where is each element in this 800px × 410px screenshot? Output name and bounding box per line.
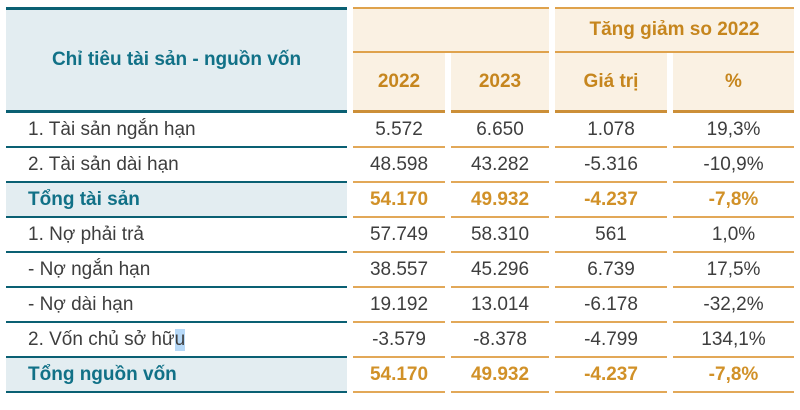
cell-change-value: 6.739 — [555, 253, 667, 288]
cell-2022: 57.749 — [353, 218, 445, 253]
cell-change-percent: 17,5% — [673, 253, 794, 288]
column-header-change-percent: % — [673, 53, 794, 113]
column-header-change-value: Giá trị — [555, 53, 667, 113]
cell-2023: 45.296 — [451, 253, 549, 288]
table-header-label-column: Chỉ tiêu tài sản - nguồn vốn — [6, 7, 347, 113]
cell-change-percent: 134,1% — [673, 323, 794, 358]
cell-2023: 58.310 — [451, 218, 549, 253]
row-label-short-term-debt: - Nợ ngắn hạn — [6, 253, 347, 288]
cell-2023: 49.932 — [451, 183, 549, 218]
row-label-text: 2. Vốn chủ sở hữ — [28, 328, 175, 350]
cell-change-value: 561 — [555, 218, 667, 253]
text-selection-highlight: u — [174, 328, 186, 351]
balance-sheet-table: Chỉ tiêu tài sản - nguồn vốn Tăng giảm s… — [6, 7, 800, 393]
cell-change-value: -5.316 — [555, 148, 667, 183]
cell-2023: 43.282 — [451, 148, 549, 183]
cell-change-value: -6.178 — [555, 288, 667, 323]
row-label-total-assets: Tổng tài sản — [6, 183, 347, 218]
header-spacer — [353, 7, 549, 53]
row-label-total-capital: Tổng nguồn vốn — [6, 358, 347, 393]
cell-change-percent: -32,2% — [673, 288, 794, 323]
row-label-owner-equity: 2. Vốn chủ sở hữ u — [6, 323, 347, 358]
cell-2022: 48.598 — [353, 148, 445, 183]
row-label-long-term-debt: - Nợ dài hạn — [6, 288, 347, 323]
cell-2022: 54.170 — [353, 358, 445, 393]
cell-2023: 6.650 — [451, 113, 549, 148]
cell-change-value: -4.237 — [555, 358, 667, 393]
column-header-2023: 2023 — [451, 53, 549, 113]
cell-2022: 38.557 — [353, 253, 445, 288]
cell-2022: 19.192 — [353, 288, 445, 323]
row-label-long-term-assets: 2. Tài sản dài hạn — [6, 148, 347, 183]
cell-change-value: -4.799 — [555, 323, 667, 358]
row-label-short-term-assets: 1. Tài sản ngắn hạn — [6, 113, 347, 148]
row-label-liabilities: 1. Nợ phải trả — [6, 218, 347, 253]
cell-2022: -3.579 — [353, 323, 445, 358]
cell-change-percent: -10,9% — [673, 148, 794, 183]
header-group-change-vs-2022: Tăng giảm so 2022 — [555, 7, 794, 53]
cell-change-percent: 19,3% — [673, 113, 794, 148]
cell-2023: -8.378 — [451, 323, 549, 358]
cell-2023: 13.014 — [451, 288, 549, 323]
cell-2022: 5.572 — [353, 113, 445, 148]
cell-change-percent: -7,8% — [673, 358, 794, 393]
cell-change-value: -4.237 — [555, 183, 667, 218]
cell-2022: 54.170 — [353, 183, 445, 218]
cell-change-value: 1.078 — [555, 113, 667, 148]
cell-change-percent: 1,0% — [673, 218, 794, 253]
column-header-2022: 2022 — [353, 53, 445, 113]
cell-change-percent: -7,8% — [673, 183, 794, 218]
cell-2023: 49.932 — [451, 358, 549, 393]
